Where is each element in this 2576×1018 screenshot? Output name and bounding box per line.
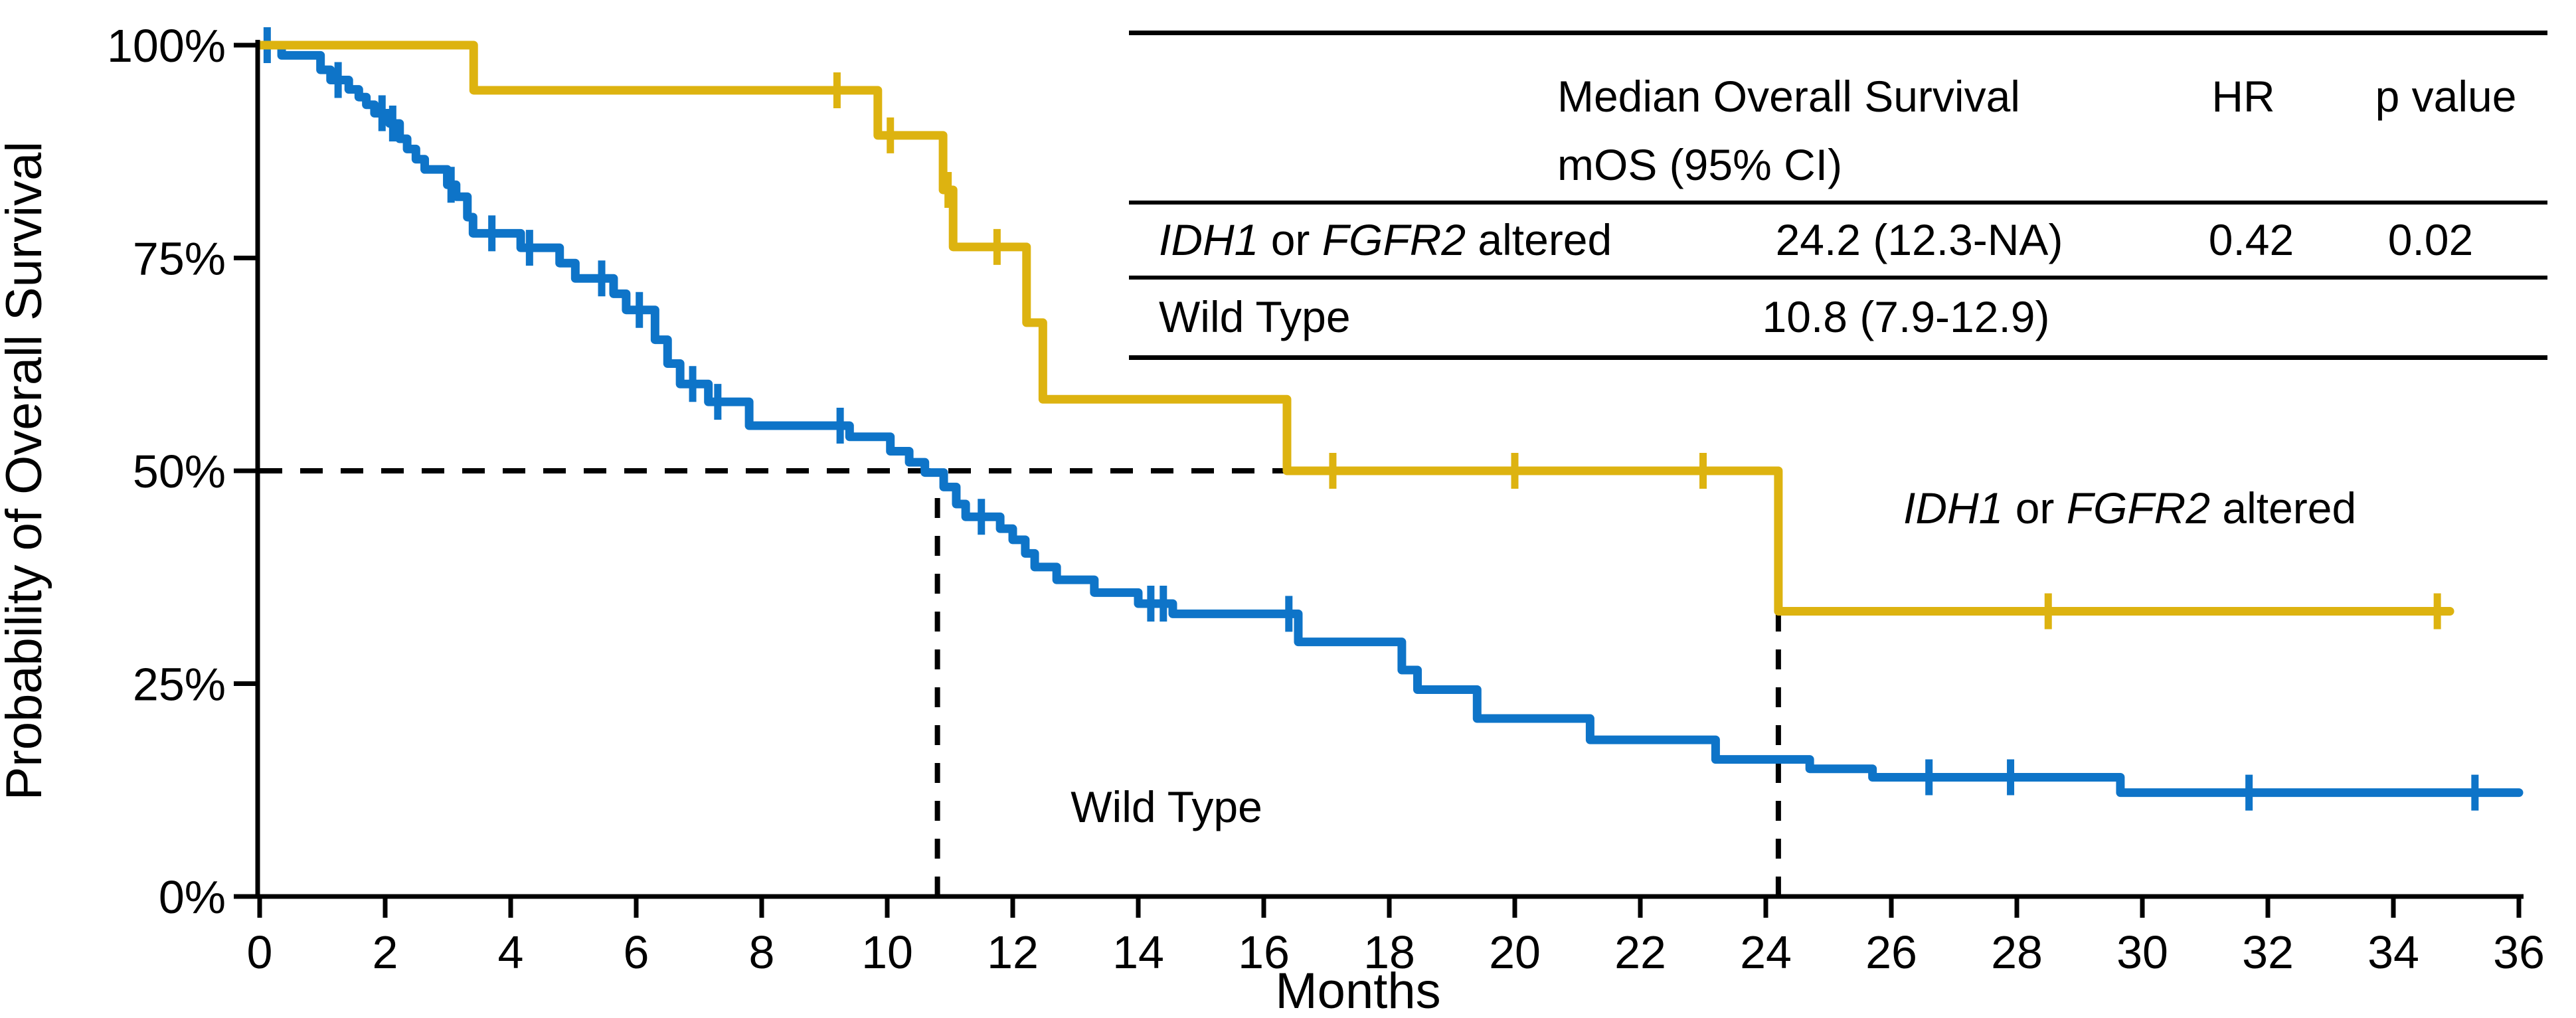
- series-wild-type: [255, 27, 2524, 811]
- label-wild-type: Wild Type: [1071, 782, 1262, 832]
- table-row-wildtype-label: Wild Type: [1159, 295, 1351, 339]
- x-tick-label: 26: [1865, 926, 1917, 978]
- y-tick-label: 50%: [133, 446, 226, 497]
- x-tick-label: 18: [1363, 926, 1415, 978]
- table-header-p: p value: [2375, 72, 2517, 121]
- plain-text: altered: [2210, 483, 2357, 533]
- x-tick-label: 10: [861, 926, 913, 978]
- x-tick-label: 16: [1238, 926, 1290, 978]
- km-curve: [255, 41, 2524, 798]
- x-tick-label: 2: [373, 926, 398, 978]
- y-tick-label: 100%: [107, 20, 226, 72]
- plain-text: Wild Type: [1071, 782, 1262, 832]
- plain-text: altered: [1466, 215, 1612, 264]
- table-header-mos-line2: mOS (95% CI): [1557, 140, 1843, 189]
- y-tick-label: 75%: [133, 233, 226, 285]
- y-tick-label: 0%: [159, 871, 226, 923]
- table-rule-header: [1129, 201, 2547, 205]
- x-tick-label: 12: [987, 926, 1039, 978]
- table-rule-top: [1129, 31, 2547, 35]
- table-row-altered-hr: 0.42: [2208, 215, 2294, 264]
- x-tick-label: 6: [624, 926, 649, 978]
- x-tick-label: 22: [1614, 926, 1666, 978]
- table-header-mos: Median Overall Survival mOS (95% CI): [1557, 62, 2020, 199]
- x-tick-label: 30: [2116, 926, 2168, 978]
- table-row-altered-p: 0.02: [2387, 215, 2474, 264]
- gene-name-italic: FGFR2: [2066, 483, 2211, 533]
- x-tick-label: 0: [247, 926, 273, 978]
- x-tick-label: 28: [1991, 926, 2043, 978]
- series-idh1-or-fgfr2-altered: [255, 41, 2454, 630]
- x-axis-title: Months: [1275, 963, 1440, 1018]
- table-header-hr: HR: [2211, 72, 2275, 121]
- x-tick-label: 14: [1112, 926, 1164, 978]
- plain-text: or: [2003, 483, 2067, 533]
- label-idh1-fgfr2-altered: IDH1 or FGFR2 altered: [1903, 483, 2356, 533]
- x-tick-label: 34: [2367, 926, 2419, 978]
- x-tick-label: 4: [498, 926, 524, 978]
- table-rule-mid: [1129, 276, 2547, 280]
- x-axis-ticks: 0 2 4 6 8 10 12 14 16 18 20 22 24 26 28 30 32 34 36: [247, 896, 2545, 978]
- plain-text: or: [1258, 215, 1322, 264]
- x-tick-label: 8: [749, 926, 775, 978]
- x-tick-label: 24: [1740, 926, 1792, 978]
- y-axis-ticks: 0% 25% 50% 75% 100%: [107, 20, 258, 923]
- x-tick-label: 32: [2242, 926, 2294, 978]
- y-axis-title: Probability of Overall Survival: [0, 141, 52, 801]
- median-reference-lines: [260, 468, 1781, 896]
- gene-name-italic: IDH1: [1159, 215, 1259, 264]
- x-tick-label: 20: [1489, 926, 1541, 978]
- plain-text: Wild Type: [1159, 292, 1351, 341]
- table-row-altered-mos: 24.2 (12.3-NA): [1775, 215, 2063, 264]
- km-curve: [255, 41, 2454, 616]
- gene-name-italic: IDH1: [1903, 483, 2004, 533]
- table-rule-bottom: [1129, 355, 2547, 360]
- y-tick-label: 25%: [133, 659, 226, 711]
- gene-name-italic: FGFR2: [1322, 215, 1466, 264]
- table-header-mos-line1: Median Overall Survival: [1557, 72, 2020, 121]
- table-row-altered-label: IDH1 or FGFR2 altered: [1159, 218, 1612, 262]
- x-tick-label: 36: [2493, 926, 2545, 978]
- table-row-wildtype-mos: 10.8 (7.9-12.9): [1762, 292, 2050, 341]
